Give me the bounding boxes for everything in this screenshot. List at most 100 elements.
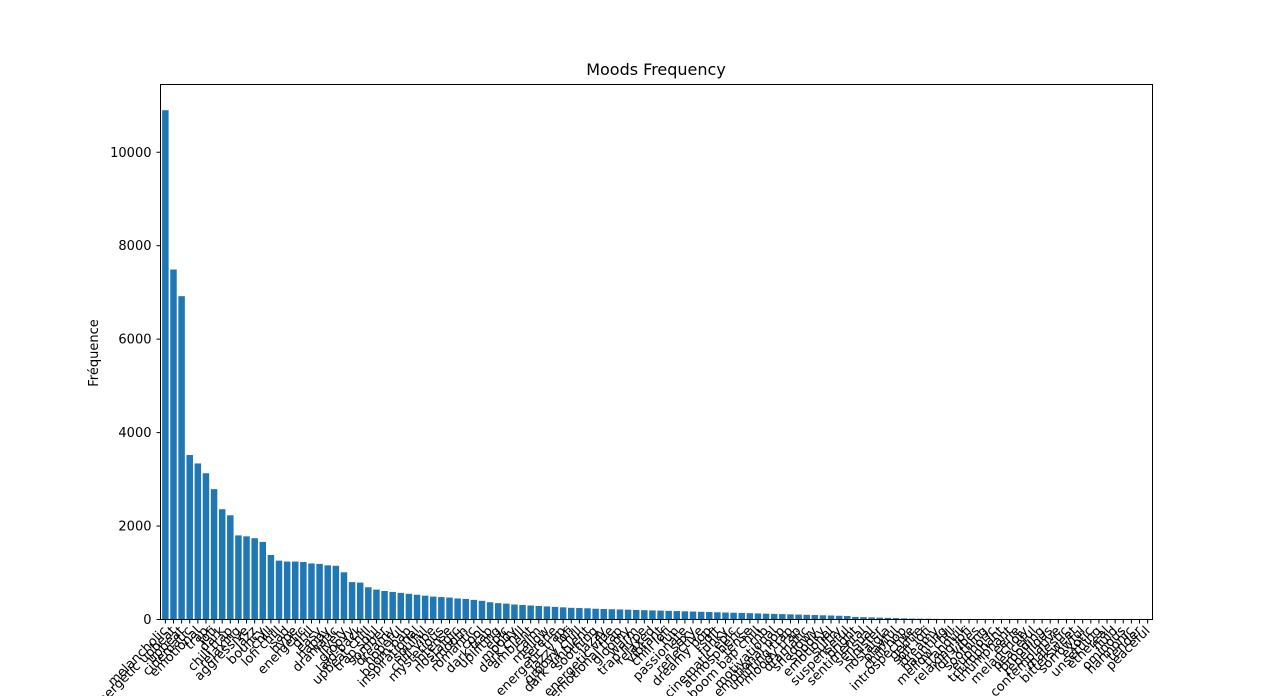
bar-42: [503, 603, 510, 620]
bar-17: [300, 562, 307, 620]
bar-48: [551, 606, 559, 620]
bar-1: [170, 269, 177, 620]
bar-71: [738, 612, 745, 620]
bar-46: [535, 605, 543, 620]
bar-78: [795, 614, 802, 620]
bar-52: [584, 608, 591, 620]
plot-frame: [160, 84, 1153, 620]
bar-72: [746, 613, 754, 620]
bar-86: [860, 617, 867, 620]
bar-89: [884, 617, 892, 620]
bar-74: [762, 613, 770, 620]
y-axis-label: Fréquence: [87, 319, 102, 386]
y-tick-label-1: 2000: [118, 520, 151, 535]
bar-66: [697, 611, 705, 620]
bar-24: [356, 582, 364, 620]
bar-27: [381, 591, 388, 620]
bar-34: [438, 597, 445, 620]
bar-3: [186, 455, 193, 620]
bar-15: [283, 561, 291, 620]
y-tick-label-5: 10000: [110, 146, 151, 161]
bar-80: [811, 615, 819, 620]
y-tick-label-4: 8000: [118, 239, 151, 254]
bar-20: [324, 565, 331, 620]
bar-61: [657, 610, 664, 620]
bar-73: [754, 613, 762, 620]
bar-57: [624, 609, 632, 620]
bar-43: [511, 604, 518, 620]
bar-33: [430, 596, 437, 620]
bar-12: [259, 541, 267, 620]
bar-51: [576, 608, 583, 620]
bar-63: [673, 611, 681, 620]
bar-4: [194, 463, 202, 620]
bar-83: [835, 615, 843, 620]
bar-82: [827, 615, 835, 620]
bar-10: [243, 536, 250, 620]
bar-0: [162, 110, 169, 620]
bar-13: [267, 555, 275, 620]
bar-22: [340, 572, 348, 620]
bar-23: [348, 582, 356, 620]
bar-16: [292, 561, 299, 620]
bar-18: [308, 563, 315, 620]
bar-87: [868, 617, 875, 620]
bar-25: [365, 587, 372, 620]
bars-group: [162, 110, 1151, 620]
bar-44: [519, 605, 526, 620]
bar-70: [730, 612, 737, 620]
chart-title: Moods Frequency: [586, 60, 726, 79]
y-tick-label-3: 6000: [118, 333, 151, 348]
bar-49: [559, 607, 567, 620]
bar-35: [446, 597, 453, 620]
bar-19: [316, 563, 323, 620]
bar-38: [470, 599, 478, 620]
bar-64: [681, 611, 689, 620]
bar-50: [568, 607, 575, 620]
bar-41: [494, 603, 502, 620]
bar-79: [803, 614, 810, 620]
bar-81: [819, 615, 827, 620]
bar-8: [227, 515, 234, 620]
bar-14: [275, 560, 283, 620]
bar-36: [454, 598, 461, 620]
bar-9: [235, 535, 242, 620]
bar-68: [714, 612, 721, 620]
bar-37: [462, 598, 469, 620]
bar-54: [600, 608, 607, 620]
bar-90: [892, 618, 900, 620]
bar-67: [706, 612, 713, 620]
bar-88: [876, 617, 883, 620]
bar-26: [373, 589, 380, 620]
bar-47: [543, 606, 551, 620]
bar-59: [641, 610, 648, 620]
bar-53: [592, 608, 599, 620]
bar-40: [486, 602, 494, 620]
bar-91: [900, 618, 908, 620]
bar-6: [210, 489, 218, 620]
bar-75: [770, 613, 778, 620]
bar-62: [665, 610, 672, 620]
bar-60: [649, 610, 656, 620]
y-tick-label-2: 4000: [118, 426, 151, 441]
y-tick-label-0: 0: [143, 613, 151, 628]
bar-55: [608, 609, 616, 620]
bar-21: [332, 565, 340, 620]
bar-56: [616, 609, 624, 620]
bar-69: [722, 612, 729, 620]
bar-84: [844, 616, 851, 620]
y-axis-ticks: 0 2000 4000 6000 8000 10000: [110, 146, 161, 628]
bar-2: [178, 296, 185, 620]
bar-11: [251, 538, 258, 620]
bar-32: [421, 595, 429, 620]
bar-65: [689, 611, 697, 620]
bar-39: [478, 600, 486, 620]
bar-76: [779, 614, 786, 620]
bar-45: [527, 605, 534, 620]
bar-77: [787, 614, 794, 620]
bar-58: [632, 609, 640, 620]
bar-29: [397, 592, 405, 620]
bar-5: [202, 473, 210, 620]
